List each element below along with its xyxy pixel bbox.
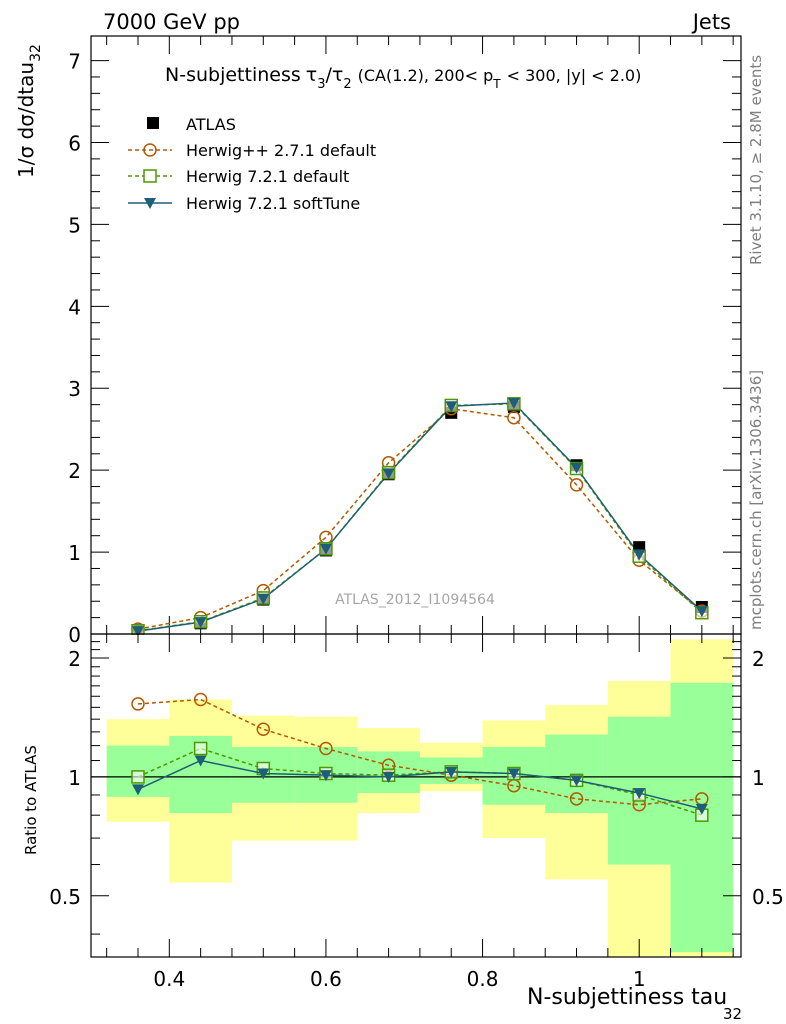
x-tick-label: 0.8 <box>467 967 499 991</box>
legend-marker-softtune <box>144 198 156 209</box>
ratio-data-point <box>382 771 395 783</box>
ratio-y-tick-label-right: 2 <box>752 647 765 671</box>
analysis-watermark: ATLAS_2012_I1094564 <box>335 592 495 608</box>
ratio-y-tick-label: 1 <box>68 766 81 790</box>
ratio-data-point <box>194 755 207 767</box>
ratio-y-tick-label-right: 0.5 <box>752 885 784 909</box>
ratio-data-point <box>193 692 208 707</box>
ratio-panel: 0.5 0.5 1 1 2 2 0.4 0.6 0.8 1 <box>49 633 784 991</box>
ratio-data-point <box>319 770 332 782</box>
data-point <box>382 468 395 480</box>
ratio-data-point <box>445 766 458 778</box>
x-axis-label-subscript: 32 <box>723 1005 742 1023</box>
main-panel: 0 1 2 3 4 5 6 7 <box>68 35 742 647</box>
main-y-tick-label: 6 <box>68 131 81 155</box>
ratio-data-point <box>131 770 145 784</box>
data-point <box>131 626 144 638</box>
ratio-line-herwig721 <box>137 747 703 816</box>
plot-title: N-subjettiness τ3/τ2 (CA(1.2), 200< pT < 30… <box>165 64 641 92</box>
ratio-data-point <box>570 775 583 787</box>
main-clip-mask <box>92 635 740 639</box>
x-axis-label: N-subjettiness tau <box>527 985 727 1010</box>
data-point <box>194 617 207 629</box>
legend-marker-herwigpp <box>143 143 157 157</box>
main-y-tick-label: 5 <box>68 213 81 237</box>
ratio-y-axis-label: Ratio to ATLAS <box>22 745 40 855</box>
ratio-data-point <box>131 697 145 711</box>
main-y-tick-label: 1 <box>68 541 81 565</box>
ratio-data-point <box>319 741 333 756</box>
legend-marker-atlas <box>147 117 159 129</box>
data-point <box>319 543 332 555</box>
legend-label-softtune: Herwig 7.2.1 softTune <box>186 194 360 213</box>
data-point <box>570 462 583 474</box>
ratio-y-tick-label-right: 1 <box>752 766 765 790</box>
ratio-line-herwigpp <box>137 698 702 806</box>
ratio-data-point <box>633 788 646 800</box>
ratio-data-point <box>695 803 708 815</box>
x-tick-label: 0.6 <box>310 967 342 991</box>
ratio-y-tick-label: 0.5 <box>49 885 81 909</box>
ratio-data-point <box>193 741 208 756</box>
ratio-y-tick-label: 2 <box>68 647 81 671</box>
main-y-tick-label: 4 <box>68 295 81 319</box>
data-point <box>445 401 458 413</box>
ratio-frame <box>90 633 742 958</box>
main-y-tick-label: 0 <box>68 623 81 647</box>
ratio-data-point <box>256 722 271 737</box>
main-y-tick-label: 2 <box>68 459 81 483</box>
series-line-herwigpp <box>137 407 703 630</box>
main-y-axis-label: 1/σ dσ/dtau32 <box>14 44 44 178</box>
legend-label-herwig721: Herwig 7.2.1 default <box>186 167 349 186</box>
energy-label: 7000 GeV pp <box>103 10 240 34</box>
data-point <box>257 593 270 605</box>
ratio-data-point <box>507 768 520 780</box>
data-point <box>507 397 520 409</box>
ratio-data-point <box>257 768 270 780</box>
mcplots-label: mcplots.cern.ch [arXiv:1306.3436] <box>747 370 765 630</box>
series-line-softtune <box>137 402 703 632</box>
ratio-data-point <box>131 784 144 796</box>
main-y-tick-label: 7 <box>68 50 81 74</box>
main-y-tick-label: 3 <box>68 377 81 401</box>
ratio-line-softtune <box>137 759 703 810</box>
legend-label-atlas: ATLAS <box>186 115 236 134</box>
ratio-data-point <box>569 792 584 806</box>
x-tick-label: 0.4 <box>153 967 185 991</box>
data-point <box>319 530 333 545</box>
jets-label: Jets <box>691 10 731 34</box>
x-tick-label: 1 <box>633 967 646 991</box>
rivet-label: Rivet 3.1.10, ≥ 2.8M events <box>747 55 765 265</box>
legend-marker-herwig721 <box>143 169 157 183</box>
legend: ATLAS Herwig++ 2.7.1 default Herwig 7.2.… <box>128 115 376 213</box>
data-point <box>569 478 584 492</box>
legend-label-herwigpp: Herwig++ 2.7.1 default <box>186 141 376 160</box>
data-point <box>507 410 521 425</box>
data-point <box>633 549 646 561</box>
data-point <box>695 606 708 618</box>
